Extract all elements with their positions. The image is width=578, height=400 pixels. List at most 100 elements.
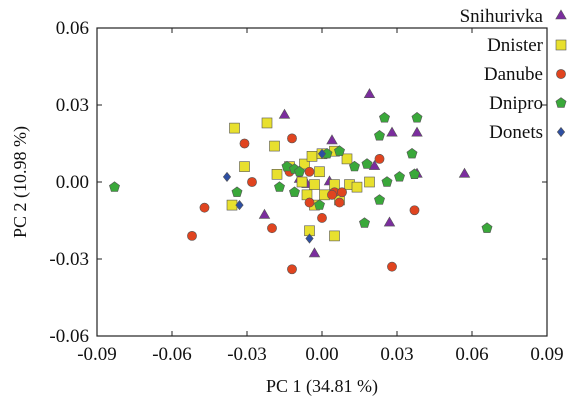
danube-point (327, 189, 337, 200)
y-tick-label: 0.03 (56, 95, 89, 116)
x-tick-label: 0.00 (305, 344, 338, 365)
plot-frame (96, 27, 548, 337)
danube-point (337, 187, 347, 198)
dnipro-point (359, 217, 370, 228)
snihurivka-point (386, 126, 398, 137)
danube-point (304, 166, 315, 177)
snihurivka-point (258, 208, 271, 219)
danube-point (387, 261, 397, 272)
dnipro-point (409, 168, 420, 179)
y-tick-label: -0.06 (49, 326, 89, 347)
snihurivka-point (368, 160, 381, 170)
x-axis-title: PC 1 (34.81 %) (266, 376, 378, 397)
danube-point (287, 133, 297, 144)
legend-item-snihurivka: Snihurivka (460, 6, 567, 27)
dnipro-point (374, 194, 385, 205)
dnipro-point (406, 148, 418, 159)
danube-point (199, 202, 210, 213)
legend-item-dnister: Dnister (487, 35, 567, 56)
dnipro-point (379, 112, 390, 123)
danube-point (239, 138, 250, 149)
y-axis: -0.06 -0.03 0.00 0.03 0.06 (49, 18, 547, 347)
y-axis-title: PC 2 (10.98 %) (10, 126, 31, 238)
snihurivka-point (308, 247, 321, 258)
dnister-point (314, 166, 325, 178)
danube-point (317, 213, 327, 223)
y-tick-label: -0.03 (49, 249, 89, 270)
legend-label: Danube (484, 64, 543, 85)
dnipro-point (109, 181, 120, 192)
x-tick-label: -0.09 (77, 344, 117, 365)
x-tick-label: -0.06 (152, 344, 192, 365)
dnipro-point (394, 171, 405, 182)
legend-item-dnipro: Dnipro (489, 93, 567, 114)
x-tick-label: -0.03 (227, 344, 267, 365)
dnipro-point (349, 160, 360, 172)
legend-item-danube: Danube (484, 64, 566, 85)
dnister-point (296, 176, 308, 188)
danube-point (287, 264, 297, 275)
dnipro-point (231, 186, 243, 197)
danube-point (304, 197, 315, 208)
dnipro-point (481, 222, 493, 233)
legend-label: Dnister (487, 35, 544, 56)
snihurivka-point (411, 126, 423, 137)
dnister-point (229, 122, 240, 134)
dnipro-point (381, 176, 393, 187)
danube-point (374, 153, 385, 164)
x-tick-label: 0.09 (530, 344, 563, 365)
donets-point (317, 148, 327, 159)
dnister-point (271, 169, 283, 180)
snihurivka-point (326, 134, 338, 145)
y-tick-label: 0.06 (56, 18, 89, 39)
dnister-point (299, 158, 310, 170)
dnipro-point (314, 199, 325, 210)
danube-point (267, 223, 277, 234)
snihurivka-point (458, 167, 471, 178)
dnipro-point (374, 130, 385, 141)
snihurivka-point (363, 88, 376, 98)
plot-area (96, 27, 548, 337)
snihurivka-point (278, 108, 291, 119)
dnipro-point (274, 181, 285, 192)
legend-label: Donets (489, 122, 543, 143)
legend-marker-triangle (555, 9, 567, 20)
legend-label: Dnipro (489, 93, 543, 114)
donets-point (235, 200, 244, 211)
dnister-point (269, 140, 280, 152)
danube-point (247, 177, 257, 187)
x-tick-label: 0.03 (380, 344, 413, 365)
dnipro-point (334, 145, 345, 156)
danube-point (187, 230, 197, 241)
data-points (109, 88, 493, 275)
dnipro-point (361, 158, 373, 169)
danube-point (334, 197, 345, 208)
legend-marker-square (555, 39, 567, 51)
x-tick-label: 0.06 (455, 344, 488, 365)
dnister-point (239, 161, 250, 172)
legend: Snihurivka Dnister Danube Dnipro Donets (460, 6, 567, 143)
series-dnipro (109, 112, 493, 233)
dnister-point (306, 151, 318, 162)
snihurivka-point (383, 216, 396, 227)
donets-point (305, 233, 314, 244)
dnister-point (341, 153, 353, 165)
legend-label: Snihurivka (460, 6, 544, 27)
danube-point (409, 205, 420, 216)
legend-marker-circle (556, 69, 566, 79)
y-tick-label: 0.00 (56, 172, 89, 193)
legend-marker-diamond (556, 126, 566, 138)
dnipro-point (294, 165, 305, 177)
dnipro-point (289, 186, 300, 197)
series-danube (187, 133, 420, 275)
dnipro-point (411, 112, 423, 123)
donets-point (222, 171, 232, 182)
x-axis: -0.09 -0.06 -0.03 0.00 0.03 0.06 0.09 (77, 28, 564, 365)
dnister-point (364, 176, 375, 188)
series-donets (222, 148, 327, 244)
dnister-point (261, 117, 273, 129)
dnister-point (329, 230, 340, 242)
legend-marker-pentagon (555, 97, 567, 108)
dnister-point (309, 179, 320, 190)
